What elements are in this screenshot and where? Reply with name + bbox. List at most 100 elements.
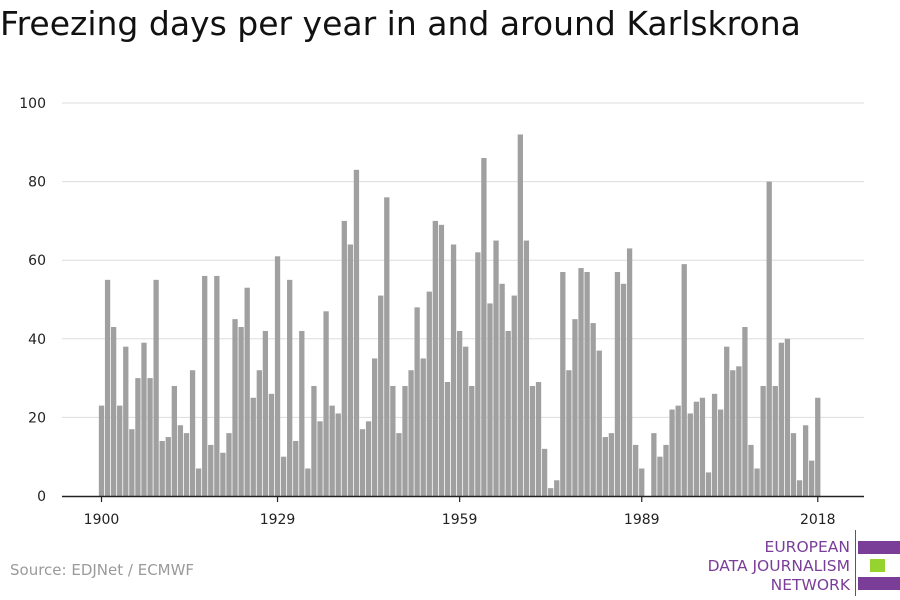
bar-1956	[438, 224, 445, 496]
bar-1943	[359, 429, 366, 496]
bar-1975	[554, 480, 560, 496]
bar-1914	[183, 433, 190, 496]
logo-line-1: EUROPEAN	[764, 538, 850, 556]
source-note: Source: EDJNet / ECMWF	[10, 561, 195, 579]
bar-1980	[584, 271, 590, 496]
bar-1963	[481, 158, 487, 496]
bar-1937	[323, 311, 329, 496]
bar-1973	[541, 448, 548, 496]
logo-bar-purple-top	[858, 541, 900, 554]
bar-1989	[639, 468, 645, 496]
bar-1908	[147, 378, 153, 496]
bar-1920	[220, 452, 226, 496]
bar-1992	[657, 456, 663, 496]
bar-1959	[456, 330, 463, 496]
bars	[98, 134, 821, 496]
x-tick-label: 1959	[442, 512, 478, 528]
bar-1961	[469, 385, 475, 496]
bar-1945	[372, 358, 378, 496]
bar-1922	[232, 319, 238, 496]
logo-separator	[855, 530, 856, 596]
bar-1955	[432, 220, 438, 496]
bar-1984	[608, 433, 615, 496]
bar-1985	[614, 271, 621, 496]
bar-1923	[238, 327, 244, 496]
axes: 0 20 40 60 80 100 1900 1929 1959 1989 2018	[19, 96, 864, 528]
bar-1900	[98, 405, 105, 496]
bar-2007	[748, 444, 754, 496]
bar-1983	[602, 437, 608, 496]
x-tick-label: 1989	[624, 512, 660, 528]
bar-2012	[778, 342, 784, 496]
bar-2018	[815, 397, 821, 496]
logo-line-2: DATA JOURNALISM	[707, 557, 850, 575]
y-tick-label: 0	[37, 489, 46, 505]
bar-1991	[651, 433, 657, 496]
y-tick-label: 80	[28, 175, 46, 191]
bar-1953	[420, 358, 426, 496]
bar-1967	[505, 330, 511, 496]
bar-1946	[378, 295, 384, 496]
bar-1972	[535, 382, 542, 496]
bar-1902	[110, 327, 117, 496]
bar-1944	[365, 421, 372, 496]
bar-1962	[475, 252, 481, 496]
bar-2013	[784, 338, 791, 496]
edjnet-logo: EUROPEAN DATA JOURNALISM NETWORK	[680, 530, 900, 596]
bar-2016	[802, 425, 809, 496]
bar-1998	[693, 401, 700, 496]
bar-1905	[129, 429, 135, 496]
bar-1978	[572, 319, 578, 496]
bar-1907	[141, 342, 147, 496]
bar-2005	[736, 366, 742, 496]
x-tick-label: 1900	[84, 512, 120, 528]
bar-1936	[317, 421, 323, 496]
bar-1924	[244, 287, 250, 496]
bar-1942	[353, 169, 360, 496]
bar-1971	[529, 385, 536, 496]
y-tick-label: 20	[28, 410, 46, 426]
bar-2011	[772, 385, 778, 496]
bar-1933	[299, 330, 305, 496]
bar-1921	[226, 433, 232, 496]
y-tick-label: 100	[19, 96, 46, 112]
bar-1903	[117, 405, 123, 496]
bar-1912	[171, 385, 177, 496]
bar-1976	[560, 271, 566, 496]
bar-1941	[347, 244, 354, 496]
bar-1930	[280, 456, 287, 496]
bar-1935	[311, 385, 317, 496]
logo-line-3: NETWORK	[770, 576, 850, 594]
bar-2004	[730, 370, 736, 496]
bar-1913	[177, 425, 184, 496]
bar-1997	[687, 413, 693, 496]
bar-1927	[262, 330, 269, 496]
bar-1949	[396, 433, 402, 496]
bar-1910	[159, 440, 165, 496]
bar-1981	[590, 323, 596, 496]
bar-1999	[699, 397, 706, 496]
bar-1952	[414, 307, 420, 496]
bar-1925	[250, 397, 256, 496]
bar-1979	[578, 268, 584, 496]
bar-1915	[189, 370, 196, 496]
bar-1939	[335, 413, 341, 496]
bar-1968	[511, 295, 517, 496]
bar-2002	[717, 409, 724, 496]
bar-1904	[123, 346, 129, 496]
bar-1918	[208, 444, 214, 496]
chart-title: Freezing days per year in and around Kar…	[0, 4, 801, 43]
bar-1931	[287, 279, 293, 496]
bar-2001	[711, 393, 718, 496]
x-tick-label: 2018	[800, 512, 836, 528]
bar-1957	[444, 382, 451, 496]
y-tick-label: 40	[28, 332, 46, 348]
bar-2015	[796, 480, 803, 496]
bar-2000	[705, 472, 712, 496]
logo-bar-green	[870, 559, 885, 572]
bar-2006	[742, 327, 748, 496]
bar-1960	[463, 346, 469, 496]
bar-1995	[675, 405, 681, 496]
bar-1916	[195, 468, 202, 496]
bar-1917	[202, 275, 208, 496]
